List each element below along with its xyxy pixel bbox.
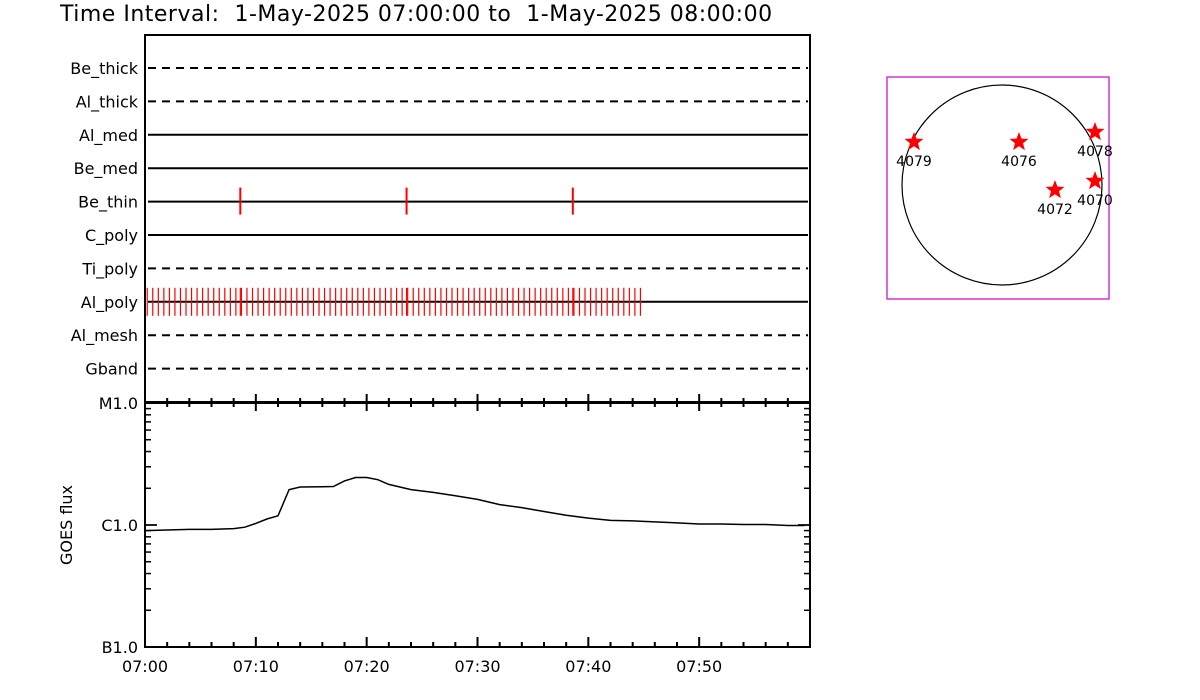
filter-row-label: Be_med [74,159,138,179]
active-region-star [1009,132,1029,151]
x-tick-label: 07:00 [122,657,168,676]
active-region-label: 4076 [1001,154,1037,170]
active-region-star [1085,122,1105,141]
filter-row-label: Al_poly [81,293,138,313]
filter-row-label: Gband [85,360,138,379]
chart-title: Time Interval: 1-May-2025 07:00:00 to 1-… [60,2,773,27]
filter-row-label: Be_thin [78,193,138,213]
x-tick-label: 07:40 [565,657,611,676]
active-region-star [1045,180,1065,199]
solar-limb [901,84,1103,286]
active-region-label: 4070 [1077,193,1113,209]
filter-row-label: Ti_poly [81,259,138,279]
x-tick-label: 07:50 [676,657,722,676]
filter-timeline-panel: Be_thick Al_thick Al_med Be_med Be_thin C_pol… [70,34,811,403]
y-tick-label: M1.0 [99,394,138,413]
y-axis-label: GOES flux [57,485,76,565]
active-region-star [1085,171,1105,190]
x-tick-label: 07:20 [344,657,390,676]
filter-row-label: Al_med [79,126,138,146]
goes-flux-panel: 07:00 07:10 07:20 07:30 07:40 07:50 B1.0 C1.0 M1… [57,394,811,676]
y-tick-label: C1.0 [101,516,138,535]
x-tick-label: 07:30 [454,657,500,676]
active-region-label: 4072 [1037,202,1073,218]
goes-flux-line [144,476,805,532]
map-frame [886,76,1110,300]
y-tick-label: B1.0 [102,638,138,657]
x-tick-label: 07:10 [233,657,279,676]
filter-row-label: Al_thick [76,92,139,112]
timeline-frame [144,34,811,403]
goes-frame [144,402,811,648]
active-region-label: 4079 [896,154,932,170]
filter-row-label: Be_thick [70,59,138,79]
active-region-label: 4078 [1077,144,1113,160]
filter-row-label: C_poly [85,226,138,246]
active-region-star [904,132,924,151]
filter-row-label: Al_mesh [71,326,138,346]
